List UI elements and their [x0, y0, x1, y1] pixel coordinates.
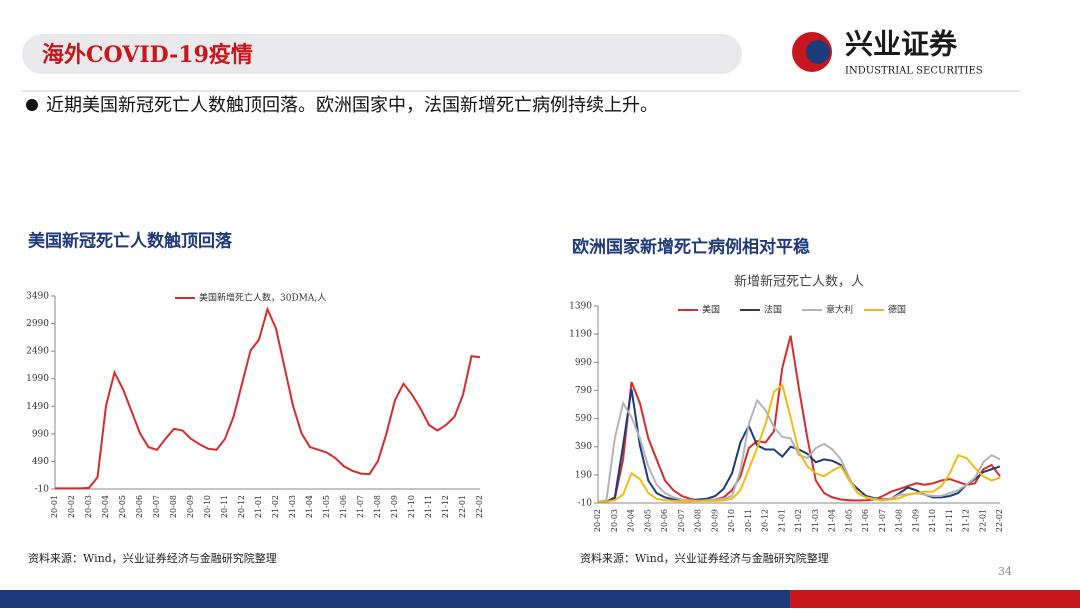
x-tick-label: 20-10 [203, 495, 212, 518]
legend-label: 意大利 [826, 304, 853, 316]
x-tick-label: 21-08 [373, 495, 382, 518]
header-title: 海外COVID-19疫情 [42, 42, 253, 68]
legend-label: 法国 [764, 304, 782, 316]
logo-en: INDUSTRIAL SECURITIES [845, 66, 983, 77]
chart-title: 美国新冠死亡人数触顶回落 [28, 231, 233, 252]
x-tick-label: 21-10 [407, 495, 416, 518]
x-tick-label: 20-04 [101, 495, 110, 518]
line [598, 383, 1001, 503]
x-tick-label: 20-02 [593, 509, 602, 532]
y-tick-label: 1390 [569, 302, 592, 312]
source: 资料来源：Wind，兴业证券经济与金融研究院整理 [580, 551, 829, 565]
x-tick-label: 20-11 [220, 495, 229, 518]
x-tick-label: 21-02 [271, 495, 280, 518]
y-tick-label: 3490 [26, 292, 49, 302]
chart-title: 欧洲国家新增死亡病例相对平稳 [572, 237, 810, 258]
x-tick-label: 21-11 [424, 495, 433, 518]
x-tick-label: 20-09 [710, 509, 719, 532]
x-tick-label: 21-12 [962, 509, 971, 532]
line [598, 335, 1001, 503]
y-tick-label: 590 [575, 414, 592, 424]
x-tick-label: 20-02 [67, 495, 76, 518]
y-tick-label: -10 [578, 499, 593, 509]
y-tick-label: -10 [35, 485, 50, 495]
y-tick-label: 790 [575, 386, 592, 396]
x-tick-label: 20-05 [643, 509, 652, 532]
x-tick-label: 22-02 [995, 509, 1004, 532]
logo-name: 兴业证券 [845, 28, 958, 61]
x-tick-label: 21-01 [254, 495, 263, 518]
x-tick-label: 21-06 [861, 509, 870, 532]
x-tick-label: 20-12 [761, 509, 770, 532]
page-number: 34 [998, 565, 1012, 578]
x-tick-label: 21-01 [777, 509, 786, 532]
x-tick-label: 20-03 [610, 509, 619, 532]
x-tick-label: 20-11 [744, 509, 753, 532]
y-tick-label: 490 [32, 457, 49, 467]
line [55, 306, 481, 490]
legend-label: 德国 [888, 304, 906, 316]
x-tick-label: 21-04 [305, 495, 314, 518]
x-tick-label: 20-09 [186, 495, 195, 518]
footer-bar [0, 590, 790, 608]
x-tick-label: 20-08 [694, 509, 703, 532]
x-tick-label: 21-07 [356, 495, 365, 518]
x-tick-label: 21-05 [844, 509, 853, 532]
x-tick-label: 21-03 [811, 509, 820, 532]
x-tick-label: 22-02 [475, 495, 484, 518]
y-tick-label: 2990 [26, 319, 49, 329]
y-tick-label: 390 [575, 442, 592, 452]
chart-subtitle: 新增新冠死亡人数，人 [734, 274, 864, 290]
x-tick-label: 20-07 [677, 509, 686, 532]
x-tick-label: 21-02 [794, 509, 803, 532]
x-tick-label: 21-07 [878, 509, 887, 532]
legend-label: 美国新增死亡人数，30DMA,人 [199, 292, 326, 304]
x-tick-label: 21-09 [911, 509, 920, 532]
x-tick-label: 20-10 [727, 509, 736, 532]
y-tick-label: 190 [575, 470, 592, 480]
y-tick-label: 1490 [26, 402, 49, 412]
source: 资料来源：Wind，兴业证券经济与金融研究院整理 [28, 551, 277, 565]
x-tick-label: 20-05 [118, 495, 127, 518]
x-tick-label: 20-04 [627, 509, 636, 532]
x-tick-label: 22-01 [978, 509, 987, 532]
x-tick-label: 20-12 [237, 495, 246, 518]
y-tick-label: 990 [32, 429, 49, 439]
y-tick-label: 1990 [26, 374, 49, 384]
bullet-text: 近期美国新冠死亡人数触顶回落。欧洲国家中，法国新增死亡病例持续上升。 [46, 95, 658, 116]
x-tick-label: 20-07 [152, 495, 161, 518]
y-tick-label: 990 [575, 358, 592, 368]
x-tick-label: 21-04 [828, 509, 837, 532]
line [597, 398, 1001, 503]
x-tick-label: 20-01 [50, 495, 59, 518]
x-tick-label: 21-10 [928, 509, 937, 532]
y-tick-label: 2490 [26, 347, 49, 357]
x-tick-label: 20-06 [660, 509, 669, 532]
x-tick-label: 20-03 [84, 495, 93, 518]
x-tick-label: 22-01 [458, 495, 467, 518]
x-tick-label: 21-08 [895, 509, 904, 532]
x-tick-label: 21-11 [945, 509, 954, 532]
footer-bar-red [790, 590, 1080, 608]
x-tick-label: 21-09 [390, 495, 399, 518]
header-band [22, 34, 742, 74]
x-tick-label: 20-06 [135, 495, 144, 518]
x-tick-label: 21-06 [339, 495, 348, 518]
x-tick-label: 21-03 [288, 495, 297, 518]
logo-icon-inner [806, 40, 830, 64]
y-tick-label: 1190 [569, 330, 592, 340]
bullet-dot [26, 99, 38, 111]
x-tick-label: 20-08 [169, 495, 178, 518]
x-tick-label: 21-05 [322, 495, 331, 518]
legend-label: 美国 [702, 304, 720, 316]
x-tick-label: 21-12 [441, 495, 450, 518]
